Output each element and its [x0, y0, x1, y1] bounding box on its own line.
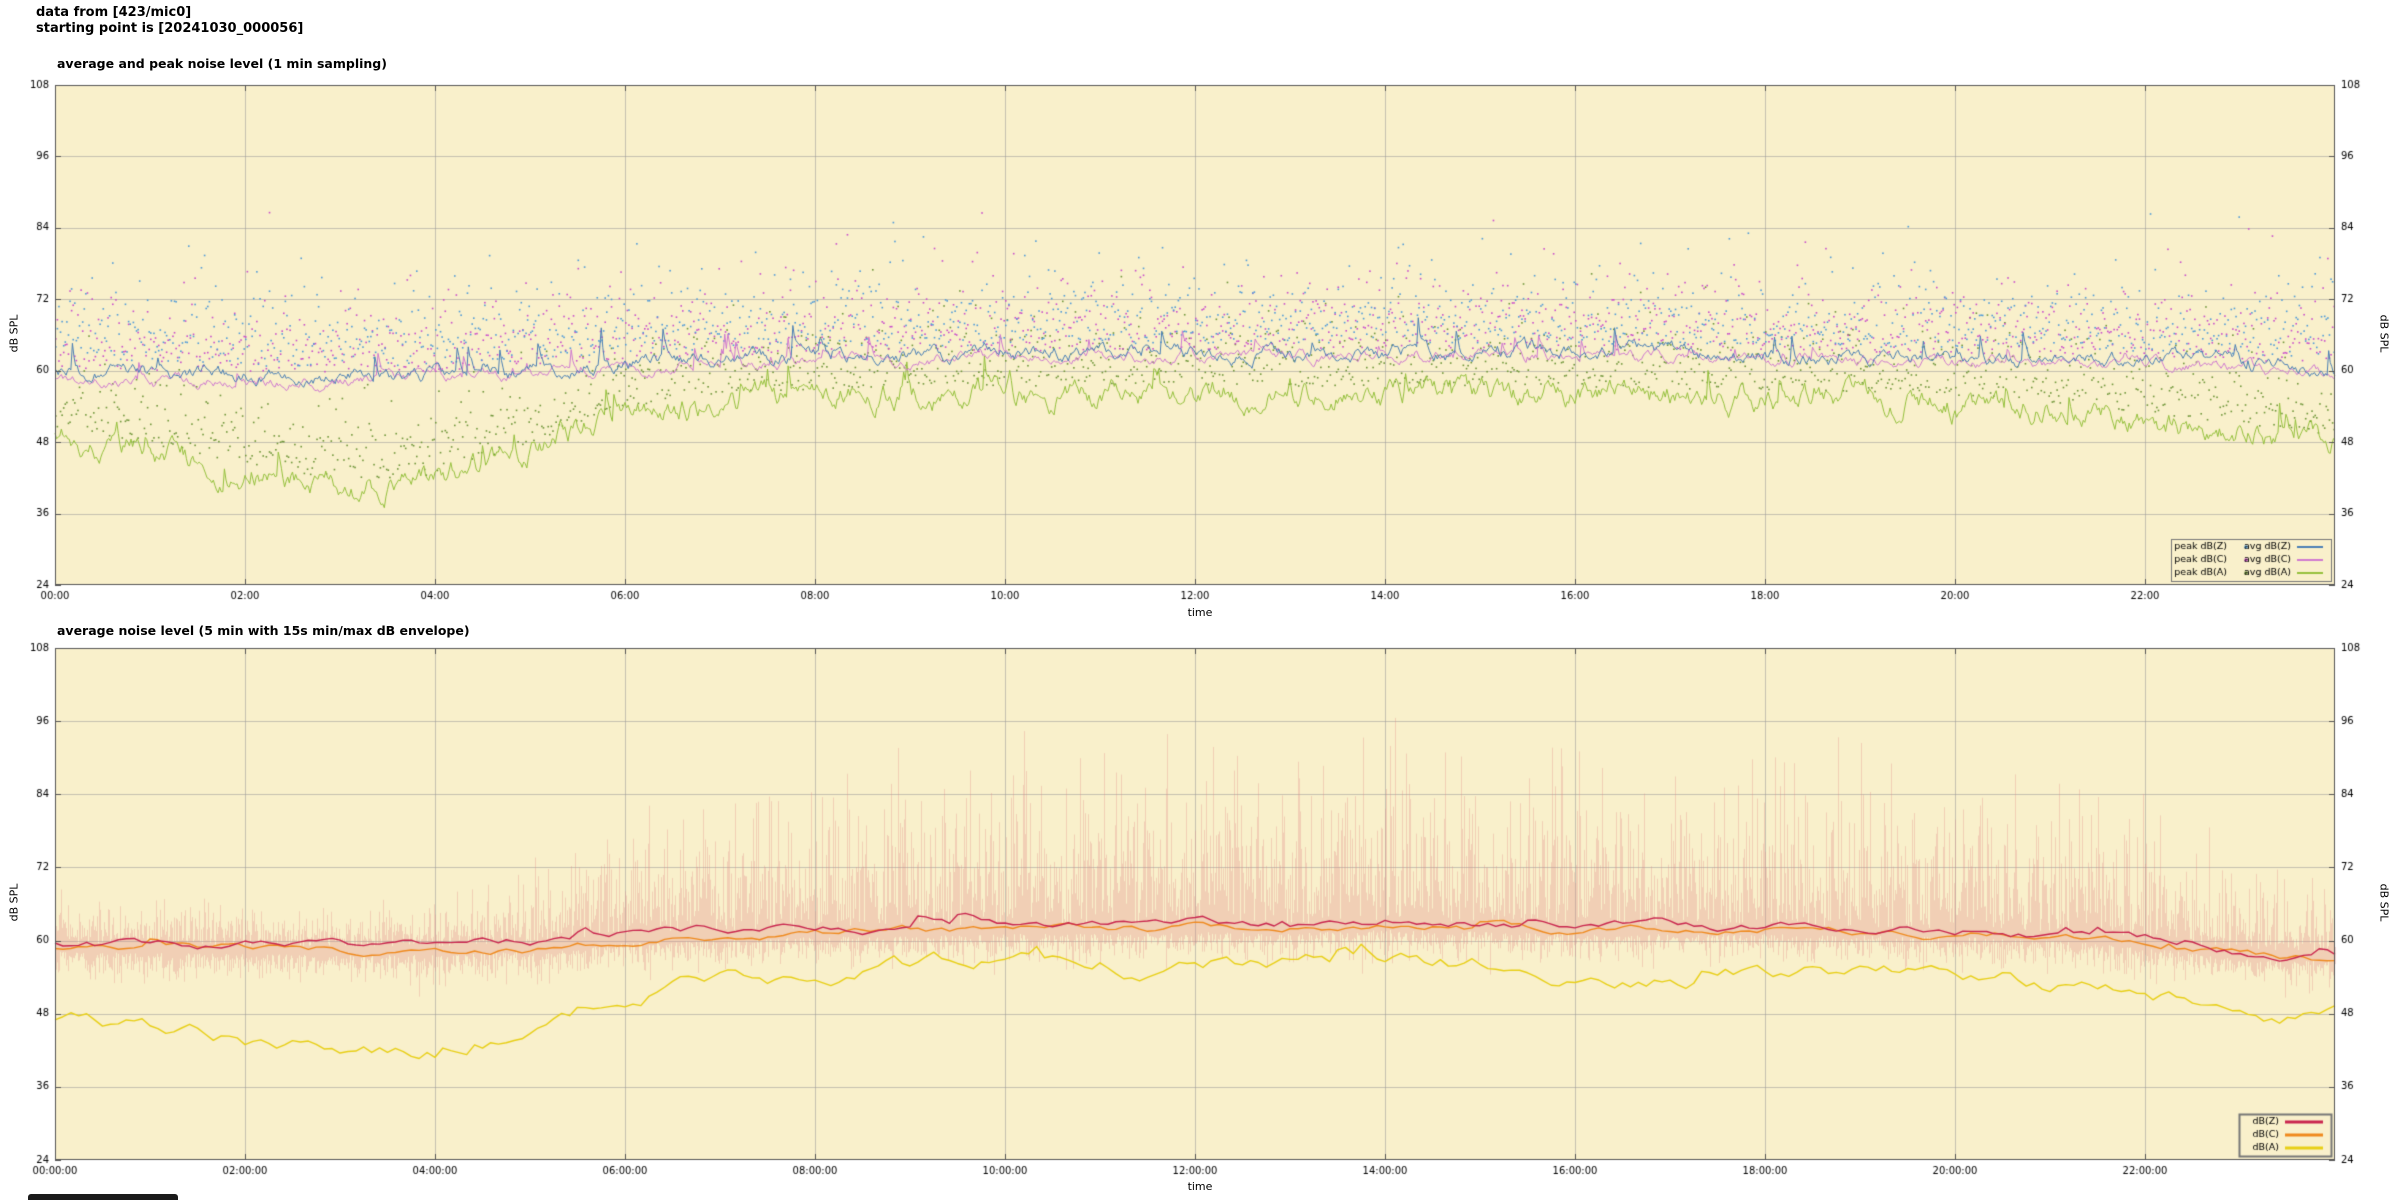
chart-title-bottom: average noise level (5 min with 15s min/…	[57, 623, 470, 638]
header-line-2: starting point is [20241030_000056]	[36, 21, 304, 36]
taskbar-fragment	[28, 1194, 178, 1200]
y-axis-label-right-top: dB SPL	[2377, 314, 2391, 353]
x-axis-label-top: time	[1187, 606, 1213, 619]
x-axis-label-bottom: time	[1187, 1180, 1213, 1193]
y-axis-label-right-bottom: dB SPL	[2377, 883, 2391, 922]
y-axis-label-left-bottom: dB SPL	[7, 883, 21, 922]
header-line-1: data from [423/mic0]	[36, 5, 192, 20]
y-axis-label-left-top: dB SPL	[7, 314, 21, 353]
chart-title-top: average and peak noise level (1 min samp…	[57, 56, 387, 71]
